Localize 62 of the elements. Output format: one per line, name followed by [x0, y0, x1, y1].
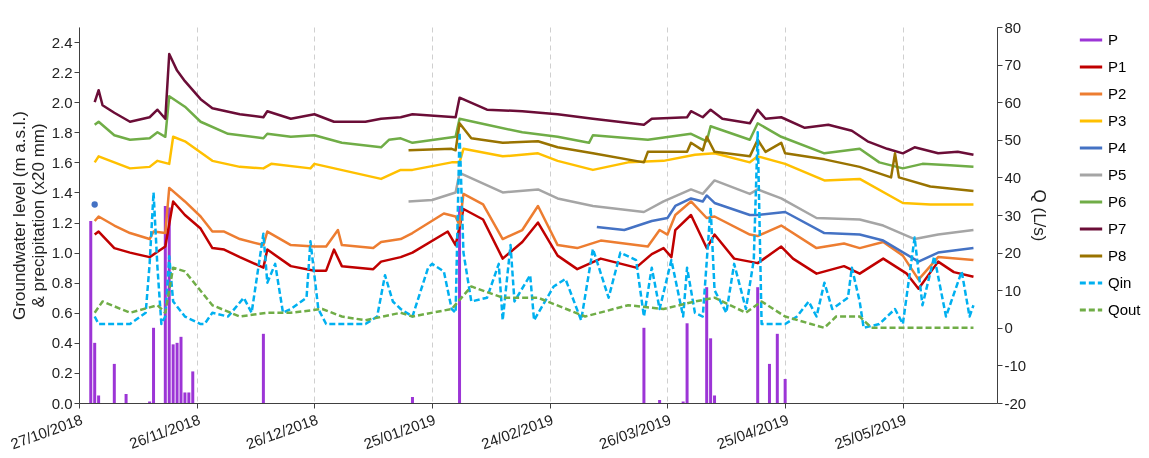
legend-label: P5 [1108, 166, 1127, 183]
legend-label: Qin [1108, 274, 1132, 291]
line-series [93, 52, 975, 157]
y2-tick-label: 10 [1004, 281, 1022, 299]
y-tick-label: 1.4 [51, 183, 73, 201]
legend-label: P3 [1108, 112, 1127, 129]
line-series [93, 186, 975, 281]
y2-tick-label: -10 [1004, 356, 1027, 374]
legend-label: P2 [1108, 85, 1127, 102]
y-tick-label: 1.8 [51, 123, 73, 141]
line-series [93, 200, 975, 290]
bar [658, 399, 662, 403]
bar [112, 363, 116, 403]
legend-label: P4 [1108, 139, 1127, 156]
bar [261, 333, 265, 403]
legend-label: P [1108, 31, 1119, 48]
bar [191, 371, 195, 403]
y-tick-label: 1.6 [51, 153, 73, 171]
bar [756, 287, 760, 403]
legend-label: P6 [1108, 193, 1127, 210]
bar [767, 363, 771, 403]
y2-tick-label: 60 [1004, 93, 1022, 111]
legend-label: P1 [1108, 58, 1127, 75]
y-axis-title: Groundwater level (m a.s.l.) & precipitation (x20 mm) [9, 111, 48, 320]
y-tick-label: 2.0 [51, 93, 73, 111]
y2-tick-label: 70 [1004, 56, 1022, 74]
bar [775, 333, 779, 403]
y-tick-label: 0.6 [51, 304, 73, 322]
y2-tick-label: 20 [1004, 244, 1022, 262]
legend-label: P8 [1108, 247, 1127, 264]
y2-tick-label: 0 [1004, 319, 1013, 337]
y2-tick-label: -20 [1004, 394, 1027, 412]
y2-tick-label: 40 [1004, 168, 1022, 186]
line-series [407, 171, 975, 241]
y2-tick-label: 50 [1004, 131, 1022, 149]
y2-tick-label: 30 [1004, 206, 1022, 224]
y2-tick-label: 80 [1004, 18, 1022, 36]
bar [685, 323, 689, 403]
line-series [407, 122, 975, 193]
line-series [93, 131, 975, 330]
y-tick-label: 0.2 [51, 364, 73, 382]
line-series [93, 135, 975, 206]
legend-label: P7 [1108, 220, 1127, 237]
bar [124, 393, 128, 403]
y-tick-label: 1.0 [51, 244, 73, 262]
bar [783, 378, 787, 403]
bar [410, 396, 414, 403]
y-tick-label: 0.0 [51, 394, 73, 412]
bar [89, 221, 93, 403]
y2-axis-title: Q (L/s) [1030, 189, 1050, 242]
bar [642, 327, 646, 403]
y-tick-label: 2.4 [51, 33, 73, 51]
y-tick-label: 2.2 [51, 63, 73, 81]
y-tick-label: 1.2 [51, 214, 73, 232]
line-series [93, 266, 975, 330]
y-tick-label: 0.8 [51, 274, 73, 292]
y-tick-label: 0.4 [51, 334, 73, 352]
bar [152, 327, 156, 403]
bar [705, 287, 709, 403]
line-series [93, 94, 975, 170]
legend-label: Qout [1108, 301, 1142, 318]
bar [179, 336, 183, 403]
